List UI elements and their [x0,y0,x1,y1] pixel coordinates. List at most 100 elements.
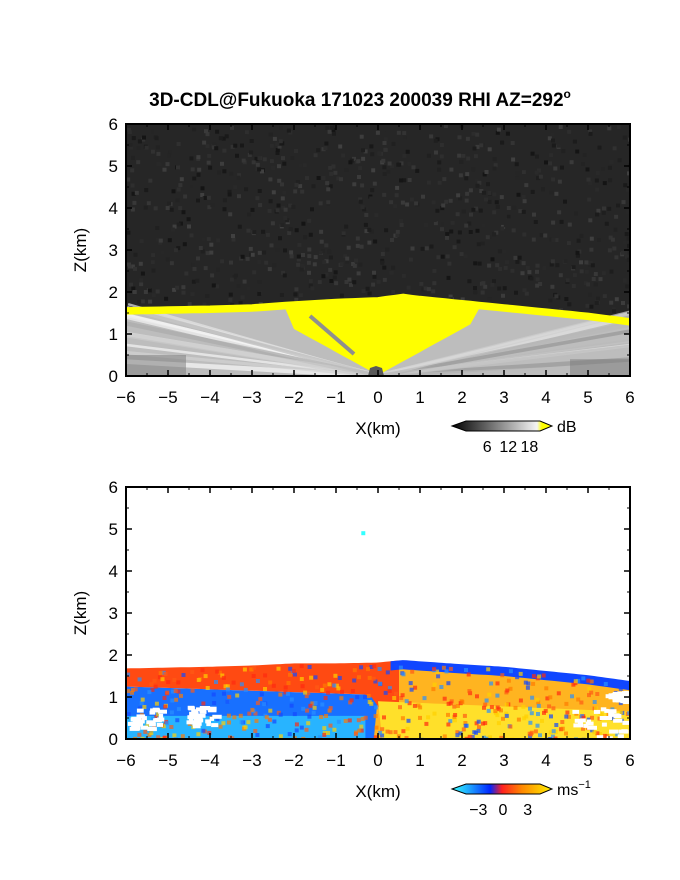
speckle-cell [156,735,161,739]
speckle-cell [398,665,403,670]
speckle-cell [304,727,309,732]
speckle-cell [518,671,523,676]
noise-cell [201,237,206,242]
noise-cell [385,247,390,252]
return-streak [126,332,379,376]
noise-cell [310,207,314,212]
noise-cell [260,169,264,174]
noise-cell [252,230,257,235]
noise-cell [549,153,554,158]
noise-cell [339,177,343,182]
speckle-cell [137,677,142,682]
missing-cell [156,722,163,727]
noise-cell [328,165,333,170]
speckle-cell [147,690,152,695]
speckle-cell [482,705,486,710]
y-tick-label: 2 [109,646,118,665]
noise-cell [352,156,356,161]
missing-cell [211,723,219,728]
noise-cell [484,170,489,174]
speckle-cell [401,729,406,734]
noise-cell [346,245,351,250]
speckle-cell [602,733,607,738]
noise-cell [512,205,517,210]
noise-cell [143,290,148,294]
speckle-cell [283,690,288,695]
noise-cell [627,304,630,309]
missing-cell [140,725,149,730]
speckle-cell [501,716,505,721]
noise-cell [316,176,321,180]
noise-cell [433,138,438,143]
speckle-cell [235,693,240,698]
noise-cell [325,181,330,186]
noise-cell [602,294,607,299]
noise-cell [450,220,455,225]
missing-cell [618,729,629,734]
noise-cell [382,172,387,176]
noise-cell [391,265,396,270]
missing-cell [133,722,143,727]
noise-cell [192,266,197,271]
speckle-cell [508,724,513,729]
speckle-cell [350,689,355,693]
noise-cell [622,278,627,283]
speckle-cell [489,681,494,686]
x-tick-label: 0 [373,388,382,407]
noise-cell [301,253,305,257]
speckle-cell [170,698,175,703]
speckle-cell [385,729,390,734]
noise-cell [371,168,376,173]
noise-cell [298,293,303,298]
speckle-cell [407,701,412,706]
speckle-cell [393,691,398,696]
noise-cell [387,161,392,166]
noise-cell [575,253,580,258]
noise-cell [157,162,162,167]
noise-cell [589,236,594,241]
noise-cell [533,220,538,224]
speckle-cell [366,667,370,672]
noise-cell [189,156,194,161]
speckle-cell [587,686,592,691]
noise-cell [302,163,307,168]
noise-cell [609,160,614,165]
noise-cell [216,170,221,175]
missing-cell [622,720,630,725]
noise-cell [535,283,540,288]
speckle-cell [508,686,513,691]
noise-cell [167,238,172,243]
noise-cell [467,221,472,226]
noise-cell [424,223,428,228]
speckle-cell [413,685,418,690]
noise-cell [457,230,462,235]
speckle-cell [288,666,293,671]
y-tick-label: 2 [109,283,118,302]
colorbar-bar [450,783,554,795]
speckle-cell [468,691,473,696]
speckle-cell [268,680,273,685]
noise-cell [270,221,275,226]
speckle-cell [385,670,390,675]
speckle-cell [160,736,165,739]
noise-cell [579,233,584,238]
noise-cell [184,271,189,276]
noise-cell [589,247,594,252]
missing-cell [158,713,164,718]
noise-cell [129,145,134,150]
noise-cell [288,227,293,232]
noise-cell [464,198,469,203]
missing-cell [601,722,607,727]
noise-cell [431,200,436,205]
speckle-cell [495,693,500,698]
missing-cell [605,694,614,699]
speckle-cell [581,715,586,720]
noise-cell [449,167,454,172]
y-tick-label: 1 [109,325,118,344]
speckle-cell [603,682,608,686]
noise-cell [216,267,220,272]
noise-cell [352,263,357,268]
noise-cell [154,136,159,141]
noise-cell [521,170,526,175]
noise-cell [303,235,308,240]
